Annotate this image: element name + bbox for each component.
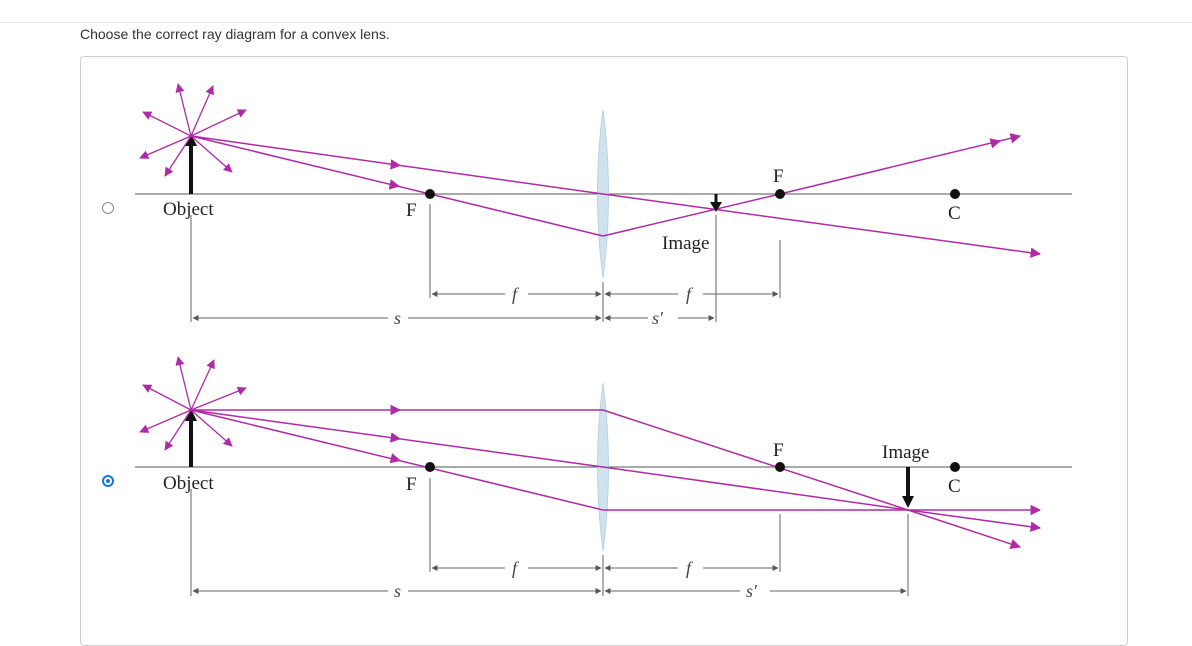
f-label-right: f [686, 284, 694, 304]
focal-point-left [425, 462, 435, 472]
s-label: s [394, 581, 401, 601]
principal-rays [191, 136, 1040, 254]
dimension-lines [191, 204, 780, 322]
f-label-right: f [686, 558, 694, 578]
center-point [950, 189, 960, 199]
s-prime-label: s′ [652, 308, 664, 328]
object-label: Object [163, 473, 214, 494]
focal-label-left: F [406, 200, 417, 221]
s-label: s [394, 308, 401, 328]
focal-point-right [775, 462, 785, 472]
focal-label-right: F [773, 440, 784, 461]
focal-point-right [775, 189, 785, 199]
s-prime-label: s′ [746, 581, 758, 601]
focal-label-left: F [406, 474, 417, 495]
f-label-left: f [512, 284, 520, 304]
center-label: C [948, 203, 961, 224]
image-label: Image [662, 233, 709, 254]
center-point [950, 462, 960, 472]
principal-rays [191, 410, 1040, 547]
f-label-left: f [512, 558, 520, 578]
image-label: Image [882, 442, 929, 463]
ray-diagrams: Object F F C Image f f s s′ [0, 0, 1192, 625]
object-label: Object [163, 199, 214, 220]
focal-point-left [425, 189, 435, 199]
center-label: C [948, 476, 961, 497]
option-1-diagram[interactable]: Object F F C Image f f s s′ [135, 84, 1072, 328]
focal-label-right: F [773, 166, 784, 187]
option-2-diagram[interactable]: Object F F C Image f f s s′ [135, 357, 1072, 601]
image-arrowhead [902, 496, 914, 508]
dimension-lines [191, 478, 908, 596]
